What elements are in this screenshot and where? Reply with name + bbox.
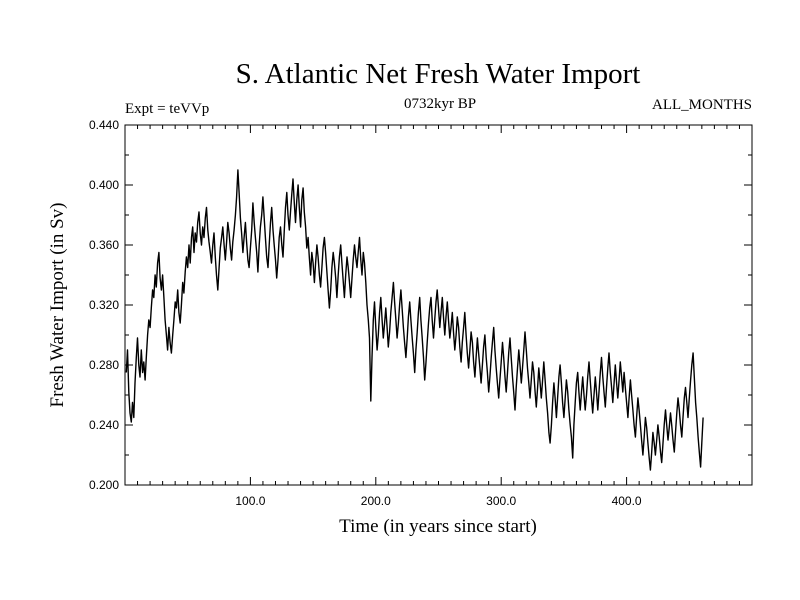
- x-tick-label: 300.0: [486, 494, 516, 508]
- y-tick-label: 0.280: [89, 358, 119, 372]
- x-tick-label: 400.0: [612, 494, 642, 508]
- y-tick-label: 0.200: [89, 478, 119, 492]
- x-tick-label: 200.0: [361, 494, 391, 508]
- fresh-water-line: [125, 169, 704, 471]
- x-axis-label: Time (in years since start): [339, 516, 537, 537]
- y-tick-label: 0.440: [89, 118, 119, 132]
- y-axis-label: Fresh Water Import (in Sv): [47, 203, 68, 408]
- y-tick-label: 0.320: [89, 298, 119, 312]
- y-tick-label: 0.360: [89, 238, 119, 252]
- y-tick-label: 0.400: [89, 178, 119, 192]
- tick-labels: 100.0 200.0 300.0 400.0 0.200 0.240 0.280 0.320…: [89, 118, 642, 508]
- ticks: [125, 125, 752, 485]
- period-label: 0732kyr BP: [404, 96, 476, 112]
- y-tick-label: 0.240: [89, 418, 119, 432]
- experiment-label: Expt = teVVp: [125, 101, 209, 117]
- months-label: ALL_MONTHS: [652, 97, 752, 113]
- chart-title: S. Atlantic Net Fresh Water Import: [236, 58, 641, 90]
- x-tick-label: 100.0: [235, 494, 265, 508]
